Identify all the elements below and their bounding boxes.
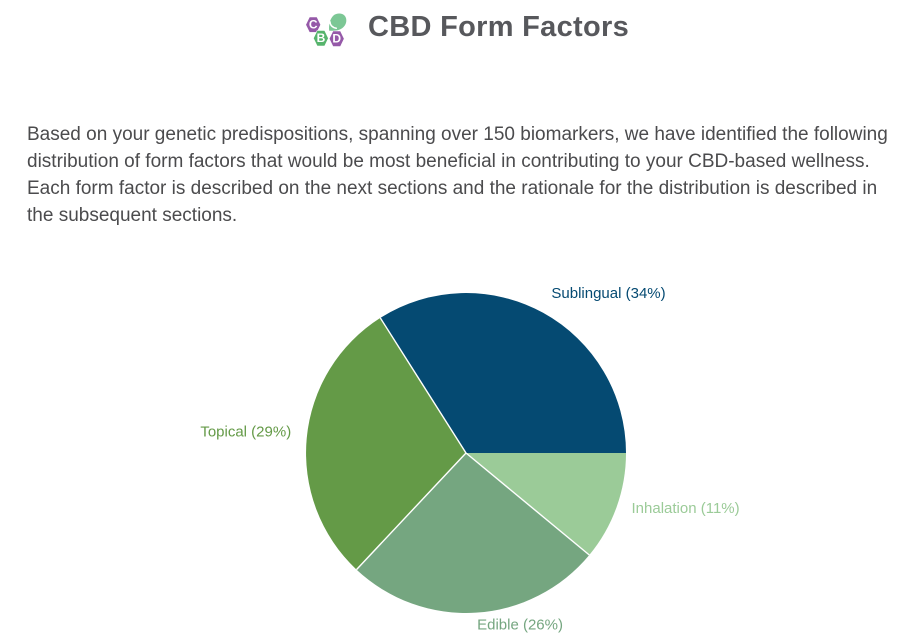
svg-text:B: B	[317, 31, 326, 45]
svg-text:C: C	[309, 18, 318, 32]
svg-text:D: D	[332, 32, 341, 46]
svg-text:Inhalation (11%): Inhalation (11%)	[632, 500, 740, 517]
svg-text:Sublingual (34%): Sublingual (34%)	[551, 285, 665, 302]
svg-text:Topical (29%): Topical (29%)	[200, 424, 291, 441]
svg-text:Edible (26%): Edible (26%)	[477, 617, 563, 634]
